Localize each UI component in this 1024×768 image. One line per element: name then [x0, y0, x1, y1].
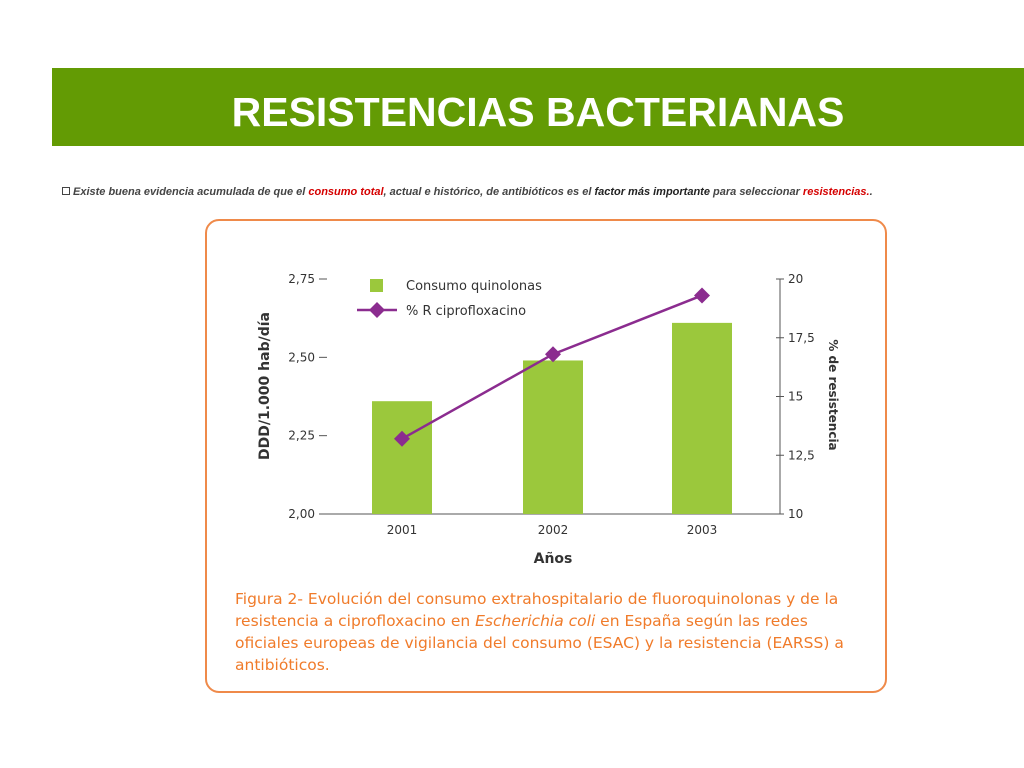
chart-legend: Consumo quinolonas % R ciprofloxacino [357, 279, 542, 319]
bar-series [372, 322, 732, 514]
bar-2003 [672, 322, 732, 514]
y-left-tick-label: 2,00 [288, 507, 315, 521]
x-tick-label-2001: 2001 [387, 523, 418, 537]
y-right-tick-label: 12,5 [788, 448, 815, 462]
y-left-tick-label: 2,25 [288, 429, 315, 443]
bullet-highlight-resistencias: resistencias. [802, 186, 870, 198]
line-series [394, 287, 710, 447]
legend-diamond-marker [369, 302, 385, 318]
bar-2001 [372, 401, 432, 514]
bullet-part-4: . [869, 186, 873, 198]
x-tick-label-2003: 2003 [687, 523, 718, 537]
y-left-tick-label: 2,75 [288, 272, 315, 286]
bullet-highlight-consumo: consumo total [308, 186, 384, 198]
resistance-point-2002 [545, 346, 561, 363]
caption-part-1: Figura 2- Evolución del consumo extrahos… [235, 590, 839, 630]
x-axis-ticks: 2001 2002 2003 [387, 523, 718, 537]
legend-swatch-bars [370, 279, 383, 292]
resistance-point-2001 [394, 430, 410, 447]
bullet-part-1: Existe buena evidencia acumulada de que … [73, 186, 309, 198]
y-left-tick-label: 2,50 [288, 350, 315, 364]
slide-title: RESISTENCIAS BACTERIANAS [231, 89, 845, 135]
legend-label-line: % R ciprofloxacino [406, 304, 526, 319]
caption-italic-species: Escherichia coli [475, 612, 596, 630]
figure-caption: Figura 2- Evolución del consumo extrahos… [235, 588, 865, 676]
figure-frame [205, 219, 887, 693]
y-right-tick-label: 20 [788, 272, 803, 286]
header-bar [52, 68, 1024, 146]
y-left-axis-label: DDD/1.000 hab/día [257, 312, 273, 460]
caption-part-2: en España según las redes oficiales euro… [235, 612, 844, 674]
bullet-part-2: , actual e histórico, de antibióticos es… [383, 186, 595, 198]
bullet-part-3: para seleccionar [709, 186, 803, 198]
y-right-axis-label: % de resistencia [826, 339, 840, 450]
y-right-tick-label: 10 [788, 507, 803, 521]
left-axis-ticks: 2,00 2,25 2,50 2,75 [288, 272, 327, 521]
x-tick-label-2002: 2002 [538, 523, 569, 537]
bullet-strong-factor: factor más importante [594, 186, 710, 198]
checkbox-bullet-icon [62, 187, 70, 195]
legend-label-bars: Consumo quinolonas [406, 279, 542, 294]
resistance-point-2003 [694, 287, 710, 304]
bullet-text: Existe buena evidencia acumulada de que … [62, 185, 1012, 199]
y-right-tick-label: 15 [788, 390, 803, 404]
y-right-tick-label: 17,5 [788, 331, 815, 345]
bar-2002 [523, 360, 583, 514]
right-axis-ticks: 10 12,5 15 17,5 20 [776, 272, 815, 521]
x-axis-label: Años [534, 551, 573, 567]
